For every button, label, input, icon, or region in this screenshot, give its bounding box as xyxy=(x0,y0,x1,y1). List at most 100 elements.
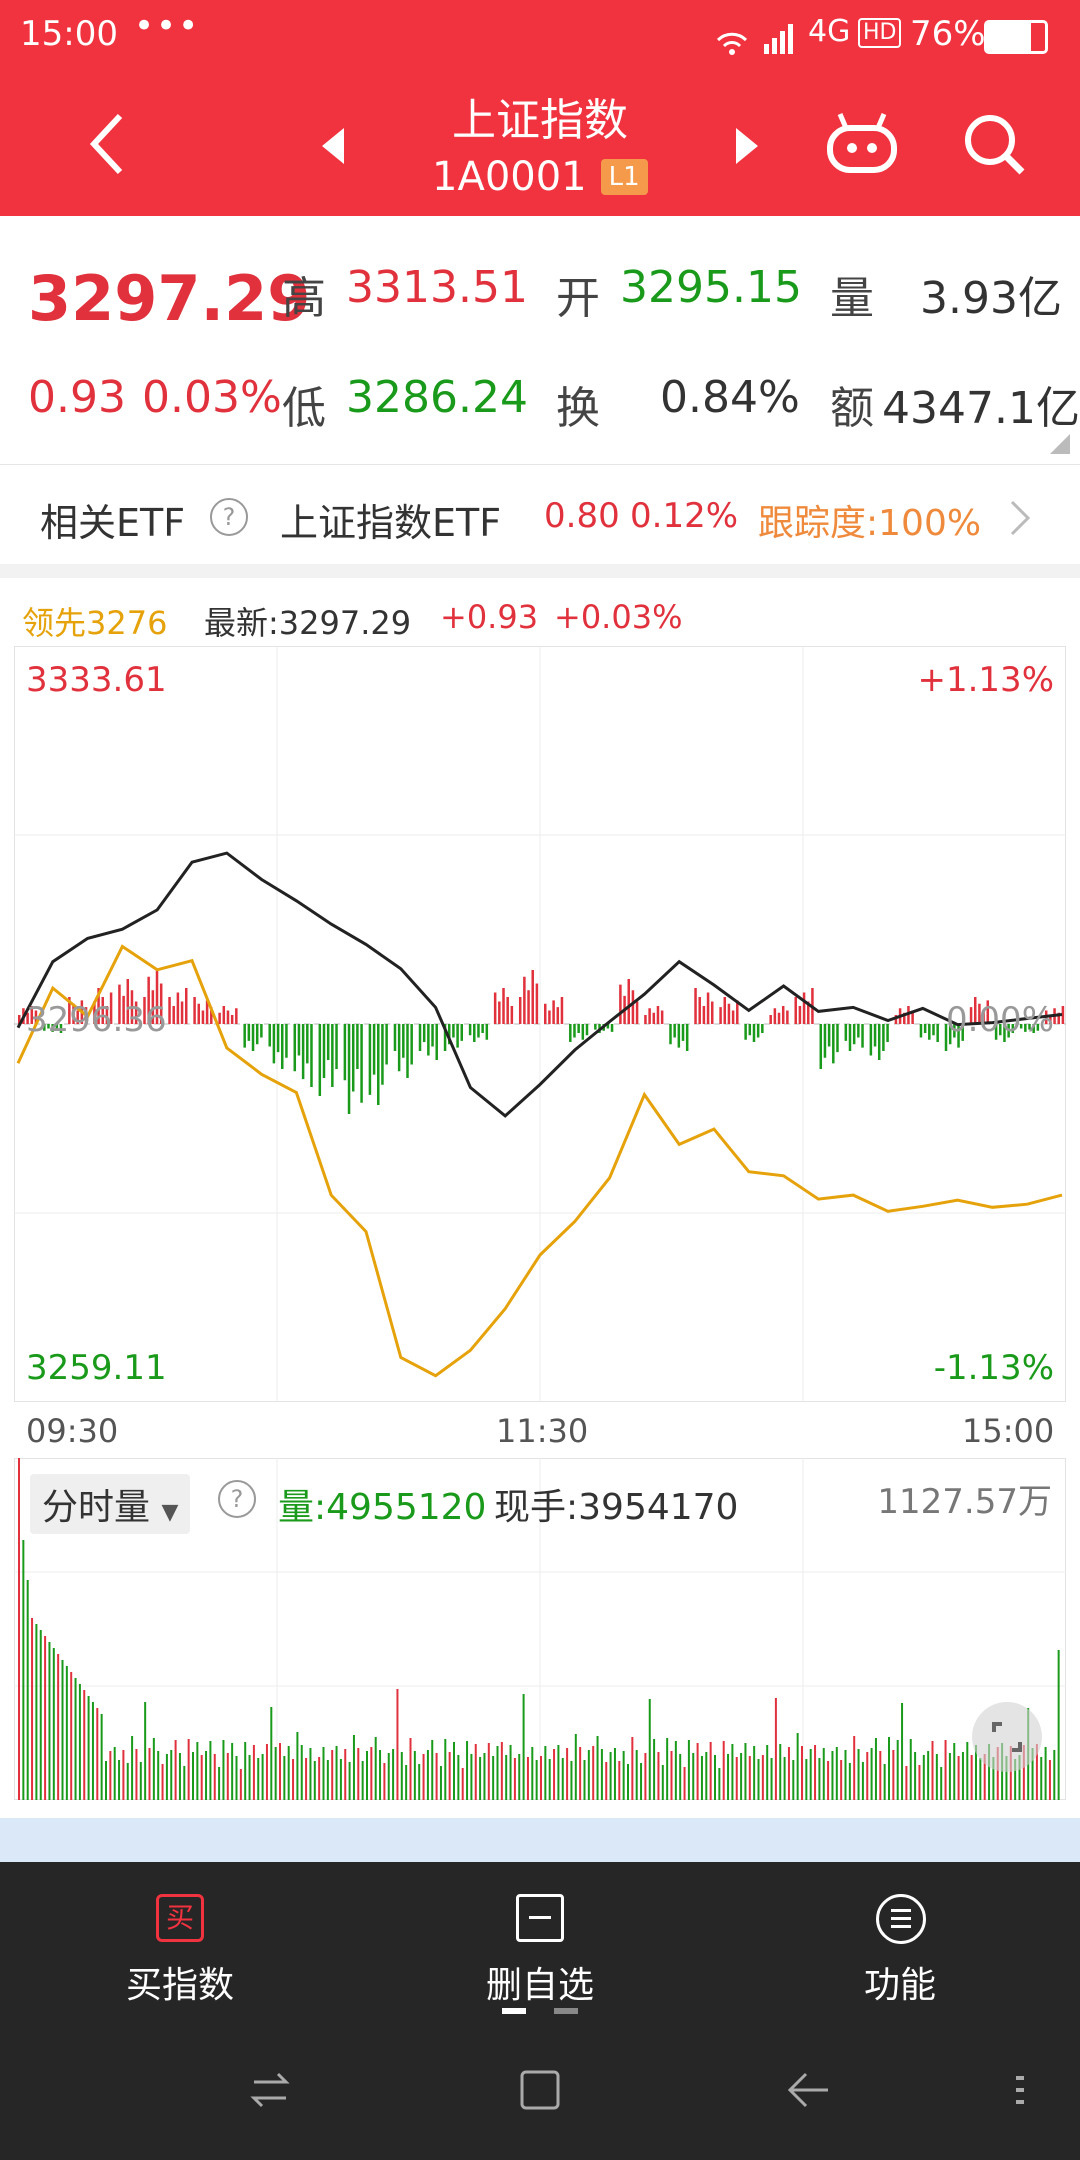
sell-bar xyxy=(573,1024,576,1038)
section-gap xyxy=(0,564,1080,578)
volume-bar xyxy=(622,1751,625,1800)
buy-bar xyxy=(535,983,539,1024)
volume-current: 现手:3954170 xyxy=(494,1487,739,1528)
volume-bar xyxy=(135,1749,138,1800)
next-stock-icon[interactable] xyxy=(732,126,762,166)
sell-bar xyxy=(372,1024,376,1075)
buy-bar xyxy=(727,1003,731,1024)
buy-bar xyxy=(1049,1015,1052,1024)
volume-bar xyxy=(326,1760,329,1800)
tab-functions-label: 功能 xyxy=(863,1965,936,2006)
volume-bar xyxy=(387,1753,390,1800)
buy-bar xyxy=(894,1015,898,1024)
volume-bar xyxy=(757,1759,760,1800)
volume-bar xyxy=(822,1748,825,1800)
volume-bar xyxy=(796,1733,799,1800)
volume-bar xyxy=(422,1754,425,1800)
volume-bar xyxy=(848,1763,851,1800)
search-icon[interactable] xyxy=(962,112,1028,178)
buy-bar xyxy=(903,1012,906,1024)
buy-bar xyxy=(510,1006,514,1024)
buy-bar xyxy=(506,997,509,1024)
intraday-chart[interactable] xyxy=(14,646,1066,1402)
sell-bar xyxy=(435,1024,438,1060)
buy-bar xyxy=(652,1012,656,1024)
volume-bar xyxy=(944,1740,947,1800)
buy-bar xyxy=(205,1000,209,1024)
buy-bar xyxy=(97,988,100,1024)
sell-bar xyxy=(443,1024,447,1051)
volume-bar xyxy=(305,1758,308,1800)
related-etf-row[interactable]: 相关ETF ? 上证指数ETF 0.80 0.12% 跟踪度:100% xyxy=(0,466,1080,564)
sell-bar xyxy=(577,1024,580,1033)
volume-total: 量:4955120 xyxy=(278,1487,487,1528)
volume-bar xyxy=(1057,1650,1060,1800)
volume-bar xyxy=(113,1747,116,1800)
robot-assistant-icon[interactable] xyxy=(826,110,898,176)
prev-stock-icon[interactable] xyxy=(318,126,348,166)
sell-bar xyxy=(748,1024,752,1036)
sell-bar xyxy=(857,1024,860,1038)
volume-bar xyxy=(218,1767,221,1800)
sell-bar xyxy=(569,1024,572,1042)
buy-bar xyxy=(635,1001,639,1024)
sell-bar xyxy=(422,1024,426,1042)
buy-bar xyxy=(648,1008,651,1024)
volume-type-dropdown[interactable]: 分时量 ▼ xyxy=(30,1474,191,1534)
sell-bar xyxy=(485,1024,489,1040)
more-nav-icon[interactable] xyxy=(1010,2068,1030,2112)
volume-bar xyxy=(265,1744,268,1800)
volume-bar xyxy=(492,1756,495,1800)
volume-bar xyxy=(992,1757,995,1800)
sell-bar xyxy=(410,1024,413,1065)
volume-bar xyxy=(618,1761,621,1800)
volume-help-icon[interactable]: ? xyxy=(218,1480,256,1518)
volume-bar xyxy=(205,1751,208,1800)
chevron-right-icon xyxy=(1010,500,1031,536)
sell-bar xyxy=(431,1024,434,1047)
volume-bar xyxy=(313,1761,316,1800)
buy-bar xyxy=(118,984,121,1024)
volume-chart[interactable] xyxy=(14,1458,1066,1800)
sell-bar xyxy=(761,1024,764,1033)
sell-bar xyxy=(681,1024,685,1041)
status-time: 15:00 xyxy=(20,14,118,54)
home-icon[interactable] xyxy=(518,2068,562,2112)
buy-bar xyxy=(222,1006,226,1024)
tab-remove-watchlist[interactable]: 删自选 xyxy=(440,1894,640,2006)
volume-bar xyxy=(213,1754,216,1800)
buy-bar xyxy=(548,1010,551,1024)
volume-bar xyxy=(996,1747,999,1800)
volume-bar xyxy=(152,1738,155,1800)
volume-bar xyxy=(518,1754,521,1800)
volume-bar xyxy=(418,1764,421,1800)
buy-bar xyxy=(197,1003,201,1024)
volume-bar xyxy=(670,1751,673,1800)
volume-bar xyxy=(592,1746,595,1800)
sell-bar xyxy=(1024,1024,1027,1032)
volume-bar xyxy=(257,1758,260,1800)
volume-bar xyxy=(801,1746,803,1800)
fullscreen-button[interactable] xyxy=(972,1702,1042,1772)
sell-bar xyxy=(823,1024,827,1058)
back-nav-icon[interactable] xyxy=(786,2068,830,2112)
volume-bar xyxy=(505,1755,508,1800)
tab-functions[interactable]: 功能 xyxy=(800,1894,1000,2006)
buy-bar xyxy=(736,1000,739,1024)
back-icon[interactable] xyxy=(86,112,126,176)
switch-apps-icon[interactable] xyxy=(248,2068,292,2112)
volume-bar xyxy=(357,1748,360,1800)
banner-strip[interactable] xyxy=(0,1818,1080,1862)
buy-bar xyxy=(911,1010,914,1024)
volume-bar xyxy=(383,1763,386,1800)
volume-bar xyxy=(661,1765,664,1800)
buy-bar xyxy=(168,997,171,1024)
tab-buy-index[interactable]: 买 买指数 xyxy=(80,1894,280,2006)
buy-bar xyxy=(552,1000,555,1024)
help-icon[interactable]: ? xyxy=(210,498,248,536)
sell-bar xyxy=(318,1024,322,1096)
stock-code-row: 1A0001 L1 xyxy=(432,154,648,200)
volume-bar xyxy=(96,1708,99,1800)
volume-bar xyxy=(814,1745,817,1800)
sell-bar xyxy=(869,1024,873,1056)
